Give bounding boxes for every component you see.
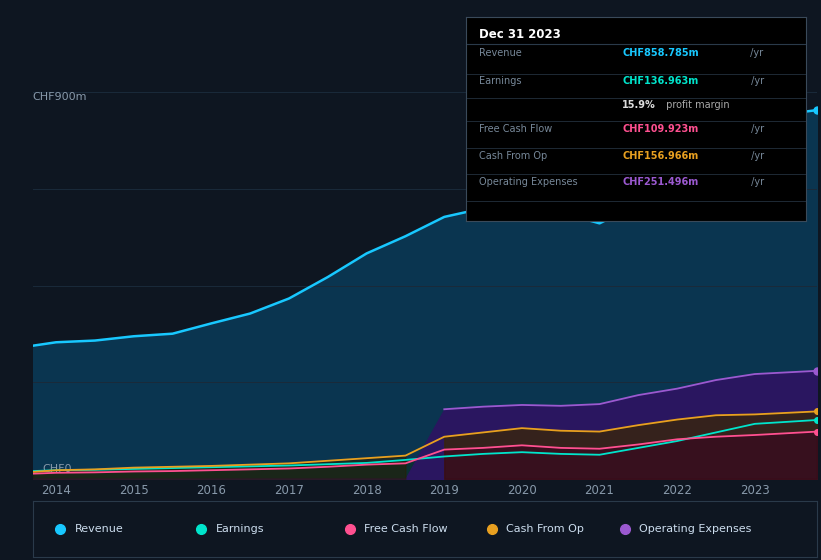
Text: CHF251.496m: CHF251.496m (622, 178, 699, 187)
Text: CHF858.785m: CHF858.785m (622, 49, 699, 58)
Text: Operating Expenses: Operating Expenses (639, 524, 751, 534)
Text: Revenue: Revenue (75, 524, 123, 534)
Text: Cash From Op: Cash From Op (479, 151, 548, 161)
Text: CHF156.966m: CHF156.966m (622, 151, 699, 161)
Text: /yr: /yr (748, 151, 764, 161)
Text: Revenue: Revenue (479, 49, 522, 58)
Text: Cash From Op: Cash From Op (506, 524, 584, 534)
Text: /yr: /yr (748, 178, 764, 187)
Text: Free Cash Flow: Free Cash Flow (365, 524, 448, 534)
Text: profit margin: profit margin (663, 100, 730, 110)
Text: 15.9%: 15.9% (622, 100, 656, 110)
Text: CHF900m: CHF900m (32, 92, 86, 102)
Text: Dec 31 2023: Dec 31 2023 (479, 28, 561, 41)
Text: Earnings: Earnings (216, 524, 264, 534)
Text: /yr: /yr (746, 49, 763, 58)
Text: Operating Expenses: Operating Expenses (479, 178, 578, 187)
Text: CHF109.923m: CHF109.923m (622, 124, 699, 134)
Text: /yr: /yr (748, 124, 764, 134)
Text: Earnings: Earnings (479, 76, 521, 86)
Text: /yr: /yr (748, 76, 764, 86)
Text: Free Cash Flow: Free Cash Flow (479, 124, 553, 134)
Text: CHF136.963m: CHF136.963m (622, 76, 699, 86)
Text: CHF0: CHF0 (42, 464, 71, 474)
